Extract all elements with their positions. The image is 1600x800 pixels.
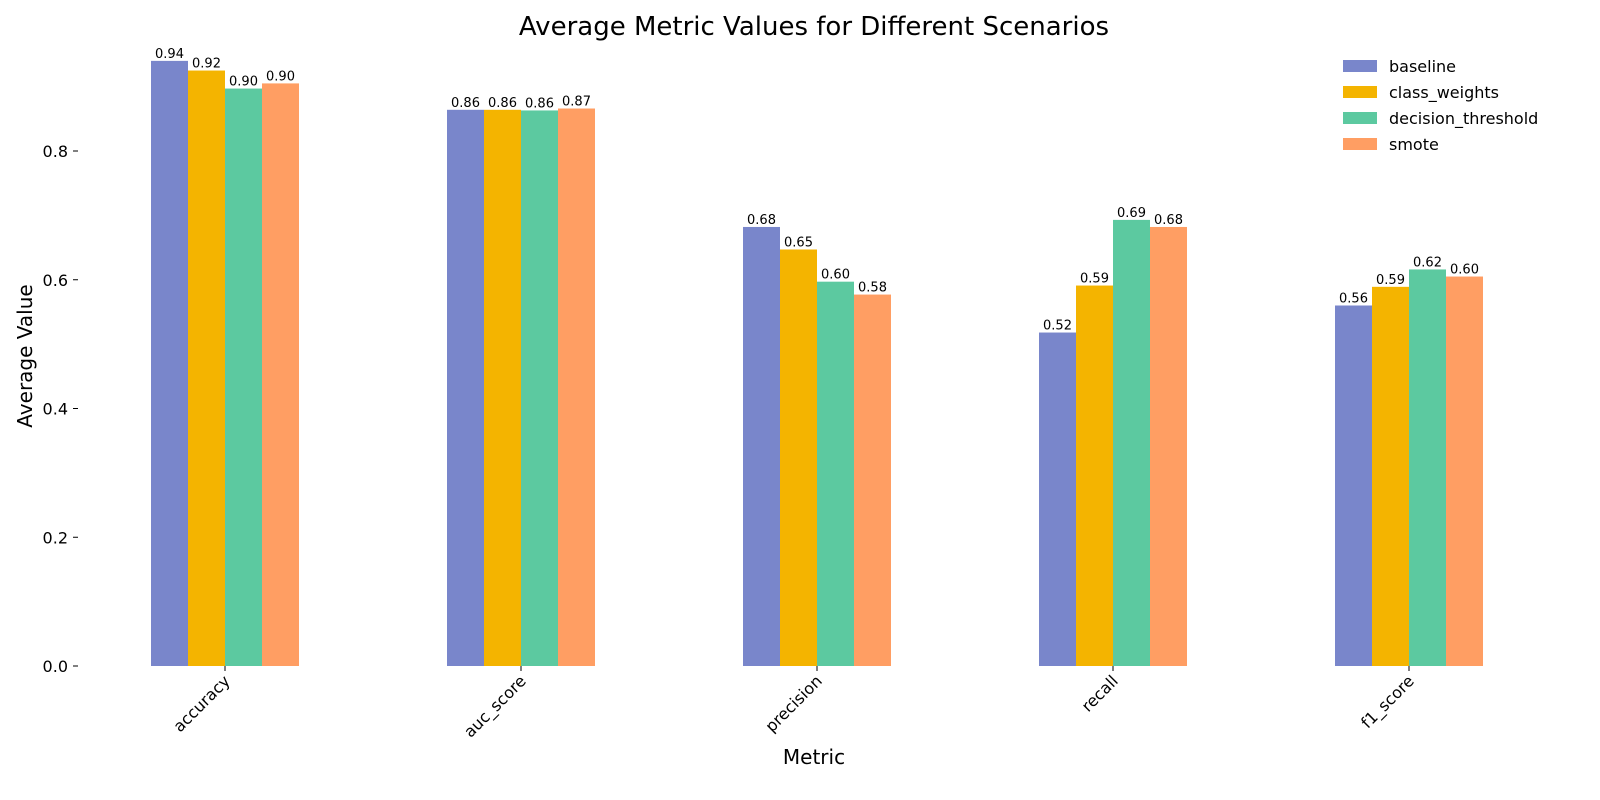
legend-swatch-class_weights (1343, 86, 1377, 98)
data-label: 0.62 (1413, 255, 1442, 270)
data-label: 0.86 (525, 96, 554, 111)
data-label: 0.60 (821, 268, 850, 283)
bar-baseline-recall (1039, 332, 1076, 666)
data-label: 0.69 (1117, 206, 1146, 221)
data-label: 0.92 (192, 57, 221, 72)
y-tick-label: 0.4 (43, 400, 68, 419)
data-label: 0.58 (858, 281, 887, 296)
bar-class_weights-f1_score (1372, 286, 1409, 666)
x-axis-label: Metric (783, 745, 845, 769)
legend-swatch-smote (1343, 138, 1377, 150)
bar-class_weights-precision (780, 249, 817, 666)
x-tick-label: precision (761, 671, 825, 735)
data-label: 0.86 (451, 96, 480, 111)
data-label: 0.59 (1080, 272, 1109, 287)
bar-smote-accuracy (262, 83, 299, 666)
bar-decision_threshold-auc_score (521, 110, 558, 667)
data-label: 0.86 (488, 96, 517, 111)
bar-decision_threshold-accuracy (225, 88, 262, 666)
bar-baseline-f1_score (1335, 305, 1372, 666)
bars: 0.94 0.92 0.90 0.90 0.86 0.86 0.86 0.87 0.68 0.65… (151, 47, 1483, 667)
bar-decision_threshold-precision (817, 281, 854, 666)
legend: baseline class_weights decision_thresholds… (1343, 57, 1538, 154)
y-tick-label: 0.6 (43, 271, 68, 290)
legend-label-baseline: baseline (1389, 57, 1456, 76)
bar-smote-f1_score (1446, 276, 1483, 666)
y-axis: 0.0 0.2 0.4 0.6 0.8 (43, 142, 78, 676)
bar-baseline-auc_score (447, 109, 484, 667)
legend-swatch-decision_threshold (1343, 112, 1377, 124)
y-tick-label: 0.2 (43, 528, 68, 547)
data-label: 0.65 (784, 235, 813, 250)
data-label: 0.60 (1450, 263, 1479, 278)
bar-class_weights-recall (1076, 285, 1113, 666)
bar-smote-recall (1150, 226, 1187, 666)
bar-baseline-accuracy (151, 60, 188, 666)
y-tick-label: 0.8 (43, 142, 68, 161)
x-tick-label: accuracy (169, 671, 233, 735)
bar-decision_threshold-recall (1113, 219, 1150, 666)
data-label: 0.90 (266, 69, 295, 84)
bar-class_weights-accuracy (188, 70, 225, 666)
legend-label-smote: smote (1389, 135, 1439, 154)
data-label: 0.90 (229, 75, 258, 90)
x-tick-label: f1_score (1357, 671, 1418, 732)
bar-baseline-precision (743, 226, 780, 666)
y-axis-label: Average Value (13, 284, 37, 427)
chart-title: Average Metric Values for Different Scen… (519, 12, 1109, 42)
bar-class_weights-auc_score (484, 109, 521, 667)
data-label: 0.68 (1154, 213, 1183, 228)
x-tick-label: auc_score (460, 671, 531, 742)
y-tick-label: 0.0 (43, 657, 68, 676)
data-label: 0.94 (155, 47, 184, 62)
legend-label-class_weights: class_weights (1389, 83, 1499, 103)
x-tick-label: recall (1078, 671, 1122, 715)
bar-smote-precision (854, 294, 891, 666)
data-label: 0.68 (747, 213, 776, 228)
bar-smote-auc_score (558, 108, 595, 666)
x-axis: accuracy auc_score precision recall f1_score (169, 666, 1419, 742)
data-label: 0.52 (1043, 319, 1072, 334)
legend-swatch-baseline (1343, 60, 1377, 72)
data-label: 0.59 (1376, 273, 1405, 288)
legend-label-decision_threshold: decision_threshold (1389, 109, 1538, 129)
data-label: 0.87 (562, 95, 591, 110)
bar-decision_threshold-f1_score (1409, 269, 1446, 666)
data-label: 0.56 (1339, 292, 1368, 307)
